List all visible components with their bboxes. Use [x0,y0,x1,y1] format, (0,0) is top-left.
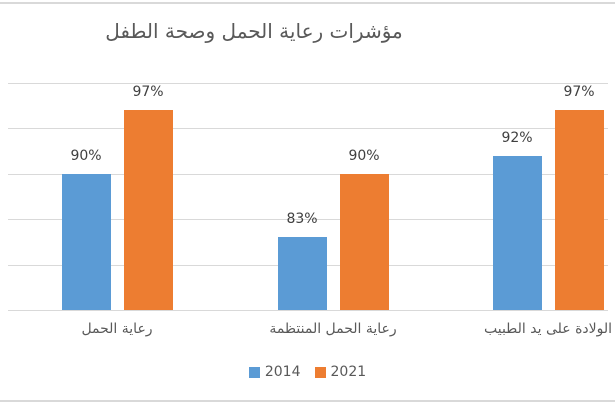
data-label-2021-category-3: 97% [563,84,595,100]
data-label-2014-category-3: 92% [501,130,533,146]
data-label-2014-category-1: 90% [70,148,102,164]
gridline [8,174,608,175]
category-label-2: رعاية الحمل المنتظمة [269,321,397,337]
category-label-1: رعاية الحمل [81,321,153,337]
legend-label: 2014 [264,364,301,380]
data-label-2014-category-2: 83% [286,211,318,227]
legend-item-2014: 2014 [248,364,301,380]
gridline [8,219,608,220]
bar-2014-category-1 [61,174,111,310]
bar-2021-category-3 [554,110,604,310]
legend: 2014 2021 [0,364,615,380]
chart-border-bottom [0,400,615,402]
bar-2021-category-1 [123,110,173,310]
legend-label: 2021 [330,364,367,380]
gridline [8,128,608,129]
category-label-3: الولادة على يد الطبيب [483,321,613,337]
legend-swatch-icon [314,366,326,378]
chart-title: مؤشرات رعاية الحمل وصحة الطفل [105,19,403,43]
chart-border-top [0,2,615,4]
bar-2014-category-3 [492,156,542,310]
legend-swatch-icon [248,366,260,378]
data-label-2021-category-2: 90% [348,148,380,164]
gridline [8,310,608,311]
gridline [8,83,608,84]
data-label-2021-category-1: 97% [132,84,164,100]
legend-item-2021: 2021 [314,364,367,380]
bar-2021-category-2 [339,174,389,310]
bar-2014-category-2 [277,237,327,310]
